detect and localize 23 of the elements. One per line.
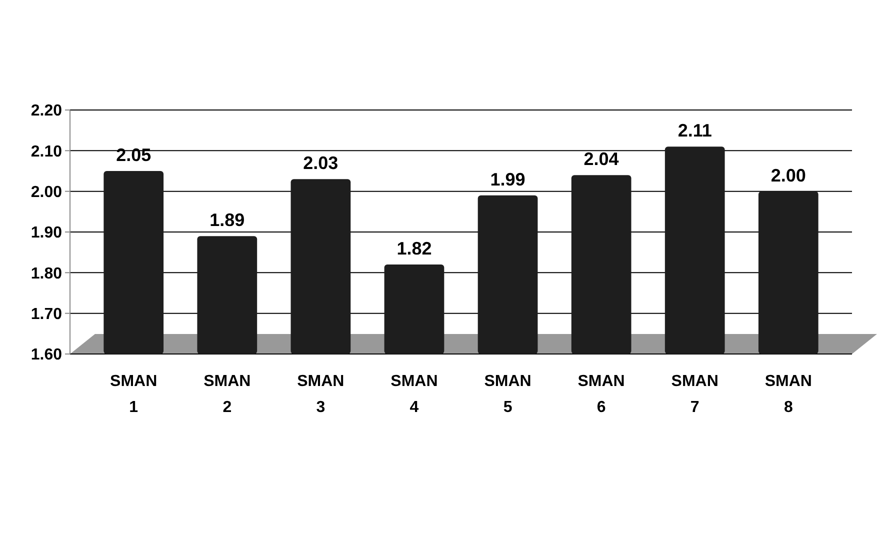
data-label: 2.11: [678, 120, 712, 141]
y-tick-label: 1.80: [30, 265, 62, 282]
y-tick-label: 1.90: [30, 224, 62, 242]
y-tick-label: 2.00: [30, 184, 62, 201]
y-tick-label: 2.10: [30, 143, 62, 160]
y-tick-label: 2.20: [30, 102, 62, 120]
x-tick-label: SMAN 8: [764, 373, 812, 416]
x-tick-label: SMAN 1: [110, 373, 158, 416]
x-tick-label: SMAN 2: [204, 373, 251, 416]
data-label: 1.89: [210, 210, 245, 230]
x-tick-label: SMAN 4: [390, 373, 438, 416]
data-label: 2.03: [303, 153, 338, 174]
data-label: 2.04: [584, 149, 619, 170]
y-tick-label: 1.60: [30, 346, 62, 364]
x-tick-label: SMAN 3: [297, 373, 344, 416]
data-label: 1.82: [396, 238, 432, 259]
y-tick-label: 1.70: [30, 306, 62, 323]
x-tick-label: SMAN 5: [484, 373, 532, 416]
x-tick-label: SMAN 6: [578, 373, 625, 416]
x-tick-label: SMAN 7: [671, 373, 718, 416]
data-label: 1.99: [490, 169, 526, 190]
data-label: 2.05: [116, 145, 152, 165]
data-label: 2.00: [770, 165, 806, 186]
